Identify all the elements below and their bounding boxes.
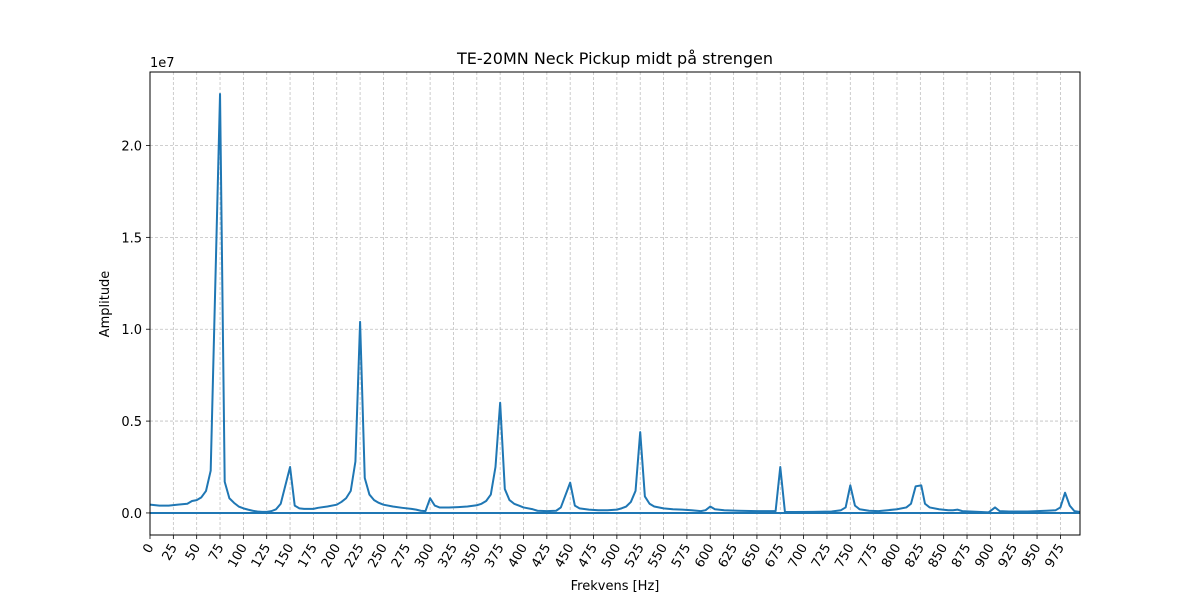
x-tick-label: 100 [225,542,250,571]
x-tick-label: 425 [529,542,554,571]
x-tick-label: 125 [249,542,274,571]
x-tick-label: 725 [809,542,834,571]
x-tick-label: 875 [949,542,974,571]
x-tick-label: 700 [786,542,811,571]
spectrum-line [149,93,1081,514]
x-tick-label: 850 [926,542,951,571]
x-tick-label: 900 [972,542,997,571]
x-tick-label: 800 [879,542,904,571]
y-axis-label: Amplitude [98,271,113,338]
x-tick-label: 300 [412,542,437,571]
y-tick-label: 1.0 [121,323,142,338]
x-tick-label: 375 [482,542,507,571]
x-tick-label: 500 [599,542,624,571]
x-tick-label: 0 [140,542,157,557]
x-tick-label: 325 [436,542,461,571]
x-tick-label: 750 [832,542,857,571]
y-tick-label: 0.0 [121,507,142,522]
x-tick-label: 475 [576,542,601,571]
x-tick-label: 625 [716,542,741,571]
x-tick-label: 275 [389,542,414,571]
x-tick-label: 150 [272,542,297,571]
plot-frame [149,71,1081,536]
y-offset-label: 1e7 [150,56,175,71]
x-tick-label: 550 [646,542,671,571]
x-tick-label: 575 [669,542,694,571]
y-tick-label: 0.5 [121,415,142,430]
x-tick-label: 600 [692,542,717,571]
x-tick-label: 175 [295,542,320,571]
x-tick-label: 250 [365,542,390,571]
x-tick-label: 525 [622,542,647,571]
x-tick-label: 825 [902,542,927,571]
y-tick-label: 2.0 [121,139,142,154]
x-tick-label: 775 [856,542,881,571]
x-tick-label: 200 [319,542,344,571]
x-tick-label: 75 [206,542,227,564]
x-tick-label: 25 [160,542,181,564]
chart-title: TE-20MN Neck Pickup midt på strengen [456,49,773,68]
x-tick-label: 925 [996,542,1021,571]
x-tick-label: 675 [762,542,787,571]
x-tick-label: 650 [739,542,764,571]
x-tick-label: 350 [459,542,484,571]
y-tick-label: 1.5 [121,231,142,246]
x-tick-label: 950 [1019,542,1044,571]
x-tick-label: 975 [1042,542,1067,571]
x-tick-label: 225 [342,542,367,571]
x-tick-label: 50 [183,542,204,564]
x-tick-label: 450 [552,542,577,571]
x-tick-label: 400 [506,542,531,571]
x-axis-label: Frekvens [Hz] [571,579,660,594]
